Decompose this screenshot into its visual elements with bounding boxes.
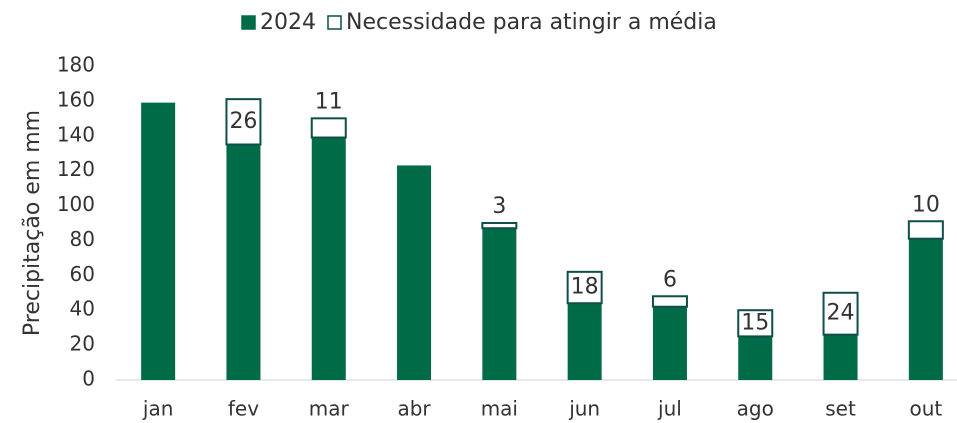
x-tick-label: abr — [397, 397, 431, 421]
x-tick-label: out — [909, 397, 942, 421]
legend-label: 2024 — [260, 10, 316, 35]
bar-segment — [738, 336, 773, 380]
y-tick-label: 80 — [70, 227, 95, 251]
data-label: 11 — [315, 89, 343, 114]
legend-label: Necessidade para atingir a média — [346, 10, 717, 35]
x-tick-label: ago — [737, 397, 774, 421]
y-tick-label: 120 — [57, 157, 95, 181]
x-tick-label: fev — [228, 397, 259, 421]
bar-segment — [822, 291, 859, 336]
y-tick-label: 20 — [70, 332, 95, 356]
bar-segment — [823, 334, 858, 380]
bar-segment — [651, 295, 688, 308]
data-label: 18 — [571, 275, 599, 300]
y-tick-label: 100 — [57, 192, 95, 216]
bar-segment — [907, 220, 944, 240]
bar-segment — [737, 309, 774, 338]
y-tick-label: 60 — [70, 262, 95, 286]
legend-swatch — [327, 15, 342, 30]
bar-segment — [481, 222, 518, 230]
bar-segment — [482, 228, 517, 380]
data-label: 6 — [663, 267, 677, 292]
bar-segment — [311, 137, 346, 380]
y-tick-label: 40 — [70, 297, 95, 321]
bar-segment — [908, 238, 943, 380]
data-label: 15 — [741, 310, 769, 335]
data-label: 3 — [492, 194, 506, 219]
x-tick-label: mai — [481, 397, 518, 421]
bar-segment — [226, 144, 261, 380]
data-label: 10 — [912, 192, 940, 217]
bar-segment — [310, 117, 347, 139]
bar-segment — [567, 303, 602, 380]
bar-segment — [141, 102, 176, 380]
y-tick-label: 180 — [57, 53, 95, 77]
bar-segment — [225, 98, 262, 146]
bar-segment — [397, 165, 432, 380]
y-tick-label: 0 — [82, 367, 95, 391]
legend-swatch — [241, 15, 256, 30]
bar-segment — [566, 270, 603, 305]
x-tick-label: jul — [657, 397, 682, 421]
y-tick-label: 160 — [57, 87, 95, 111]
bar-segment — [652, 306, 687, 380]
x-tick-label: set — [825, 397, 856, 421]
y-tick-label: 140 — [57, 122, 95, 146]
y-axis-label: Precipitação em mm — [20, 110, 45, 336]
data-label: 24 — [827, 301, 855, 326]
x-tick-label: mar — [309, 397, 350, 421]
data-label: 26 — [229, 109, 257, 134]
x-tick-label: jan — [142, 397, 174, 421]
x-tick-label: jun — [568, 397, 600, 421]
